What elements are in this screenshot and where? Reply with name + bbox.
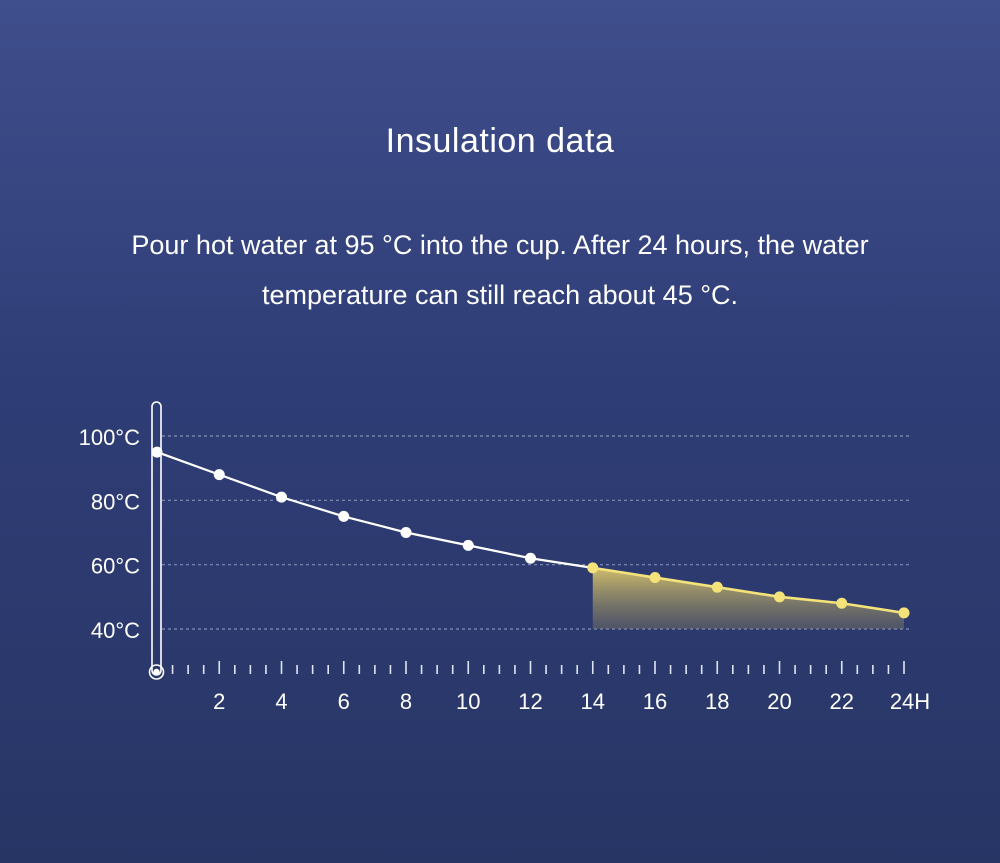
data-point <box>898 607 910 619</box>
x-tick-label: 10 <box>456 689 480 714</box>
highlight-area <box>592 567 904 629</box>
data-point <box>213 469 225 481</box>
data-point <box>338 510 350 522</box>
x-tick-label: 18 <box>705 689 729 714</box>
x-tick-label: 22 <box>830 689 854 714</box>
data-point <box>525 552 536 564</box>
y-tick-label: 80°C <box>91 489 140 514</box>
data-point <box>711 581 723 593</box>
series-line-yellow <box>592 566 905 615</box>
data-point <box>649 572 661 584</box>
data-point <box>774 591 785 603</box>
x-tick-label: 24H <box>890 689 930 714</box>
x-tick-label: 6 <box>338 689 350 714</box>
chart-description: Pour hot water at 95 °C into the cup. Af… <box>131 230 869 310</box>
x-tick-label: 4 <box>275 689 287 714</box>
x-tick-label: 12 <box>518 689 542 714</box>
y-tick-label: 60°C <box>91 554 140 579</box>
series-line-white <box>156 451 593 569</box>
data-point <box>587 562 599 574</box>
x-tick-label: 8 <box>400 689 412 714</box>
x-tick-label: 16 <box>643 689 667 714</box>
x-tick-label: 2 <box>213 689 225 714</box>
x-tick-label: 20 <box>767 689 791 714</box>
data-point <box>151 446 163 458</box>
data-point <box>400 527 412 538</box>
data-point <box>836 597 848 609</box>
thermometer-bulb <box>148 664 165 680</box>
data-point <box>462 539 474 551</box>
data-point <box>276 491 287 503</box>
thermometer-bulb-core <box>153 668 160 676</box>
y-tick-label: 40°C <box>91 618 140 643</box>
y-tick-label: 100°C <box>79 425 141 450</box>
thermometer-axis <box>151 401 162 676</box>
x-tick-label: 14 <box>581 689 605 714</box>
chart-title: Insulation data <box>385 122 615 160</box>
